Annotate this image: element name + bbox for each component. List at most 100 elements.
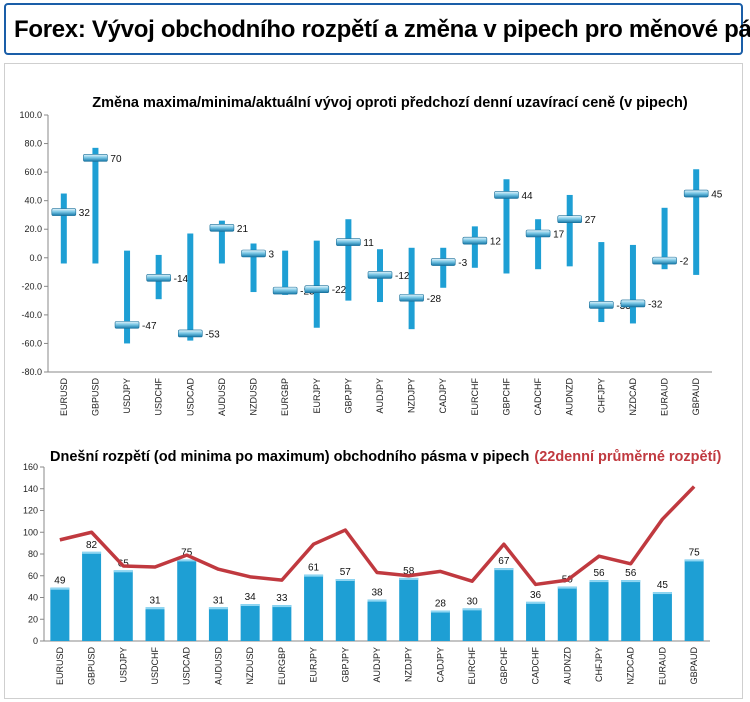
range-bar	[526, 601, 546, 641]
x-tick-label: EURJPY	[309, 647, 319, 683]
x-tick-label: EURCHF	[467, 646, 477, 684]
x-tick-label: NZDJPY	[407, 378, 417, 413]
y-tick-label: 20	[28, 614, 38, 624]
x-tick-label: EURAUD	[660, 378, 670, 417]
current-marker	[589, 301, 614, 309]
current-marker	[114, 321, 140, 329]
x-tick-label: AUDJPY	[375, 378, 385, 414]
bar-highlight	[240, 604, 260, 607]
data-label: -53	[205, 329, 220, 340]
range-bar	[250, 243, 257, 293]
bar-highlight	[177, 559, 197, 562]
data-label: 67	[498, 556, 510, 567]
x-tick-label: NZDCAD	[626, 647, 636, 685]
bar-highlight	[272, 605, 292, 608]
current-marker	[272, 286, 298, 295]
range-bar	[503, 179, 510, 274]
data-label: 49	[54, 576, 66, 587]
y-tick-label: 80	[28, 549, 38, 559]
y-tick-label: 100	[23, 527, 38, 537]
range-bar	[145, 607, 165, 641]
data-label: -22	[332, 285, 347, 296]
x-tick-label: AUDNZD	[565, 378, 575, 416]
header-box: Forex: Vývoj obchodního rozpětí a změna …	[4, 3, 750, 55]
y-tick-label: -40.0	[21, 310, 42, 320]
y-tick-label: -80.0	[21, 367, 42, 377]
bar-highlight	[589, 580, 609, 583]
x-tick-label: USDCAD	[185, 378, 195, 417]
bar-highlight	[494, 568, 514, 571]
x-tick-label: CHFJPY	[596, 378, 606, 413]
x-tick-label: GBPAUD	[689, 647, 699, 685]
x-tick-label: CHFJPY	[594, 647, 604, 682]
current-marker	[462, 236, 488, 245]
y-tick-label: 60	[28, 571, 38, 581]
range-bar	[92, 147, 99, 264]
current-marker	[241, 249, 266, 258]
data-label: 70	[110, 154, 122, 165]
bar-highlight	[557, 586, 577, 589]
x-tick-label: AUDNZD	[562, 647, 572, 685]
x-tick-label: GBPJPY	[343, 378, 353, 414]
data-label: -47	[142, 321, 157, 332]
current-marker	[367, 271, 393, 279]
x-tick-label: EURJPY	[312, 378, 322, 414]
range-bar	[113, 570, 133, 641]
x-tick-label: USDJPY	[122, 378, 132, 414]
data-label: 12	[490, 237, 502, 248]
current-marker	[557, 215, 583, 224]
x-tick-label: AUDUSD	[217, 378, 227, 417]
range-bar	[440, 247, 447, 288]
x-tick-label: AUDUSD	[213, 647, 223, 686]
range-bar	[494, 568, 514, 641]
data-label: 38	[371, 588, 383, 599]
x-tick-label: EURCHF	[470, 377, 480, 415]
data-label: 28	[435, 599, 447, 610]
data-label: -28	[427, 294, 442, 305]
data-label: 75	[689, 547, 701, 558]
x-tick-label: CADCHF	[533, 377, 543, 415]
data-label: 33	[276, 593, 288, 604]
bar-highlight	[304, 574, 324, 577]
current-marker	[494, 191, 519, 199]
data-label: -14	[174, 274, 189, 285]
range-bar	[661, 207, 668, 270]
average-range-line	[59, 485, 696, 587]
bar-highlight	[399, 577, 419, 580]
x-tick-label: CADCHF	[531, 646, 541, 684]
data-label: 45	[657, 580, 669, 591]
x-tick-label: GBPCHF	[499, 647, 509, 685]
data-label: 36	[530, 590, 542, 601]
x-tick-label: USDCAD	[182, 647, 192, 686]
data-label: 34	[245, 592, 257, 603]
x-tick-label: GBPAUD	[691, 378, 701, 416]
current-marker	[399, 293, 424, 302]
current-marker	[83, 154, 108, 162]
data-label: 17	[553, 230, 565, 241]
range-bar	[598, 242, 605, 323]
range-bar	[408, 247, 415, 330]
y-tick-label: 0.0	[29, 253, 42, 263]
x-tick-label: EURAUD	[657, 647, 667, 686]
chart2-title: Dnešní rozpětí (od minima po maximum) ob…	[50, 449, 721, 465]
current-marker	[51, 208, 77, 216]
data-label: 56	[625, 568, 637, 579]
data-label: 75	[181, 547, 193, 558]
x-tick-label: USDCHF	[150, 646, 160, 684]
bar-highlight	[684, 559, 704, 562]
y-tick-label: 60.0	[24, 167, 42, 177]
x-tick-label: NZDUSD	[249, 378, 259, 416]
current-marker	[430, 258, 456, 266]
data-label: 3	[269, 249, 275, 260]
x-tick-label: GBPCHF	[501, 378, 511, 416]
range-bar	[187, 233, 194, 341]
range-bar	[272, 605, 292, 641]
x-tick-label: EURGBP	[277, 647, 287, 685]
range-bar	[60, 193, 67, 264]
x-tick-label: USDCHF	[154, 377, 164, 415]
data-label: 45	[711, 190, 723, 201]
bar-highlight	[145, 607, 165, 610]
data-label: 58	[403, 566, 415, 577]
range-bar	[240, 604, 260, 641]
x-tick-label: EURUSD	[59, 378, 69, 417]
